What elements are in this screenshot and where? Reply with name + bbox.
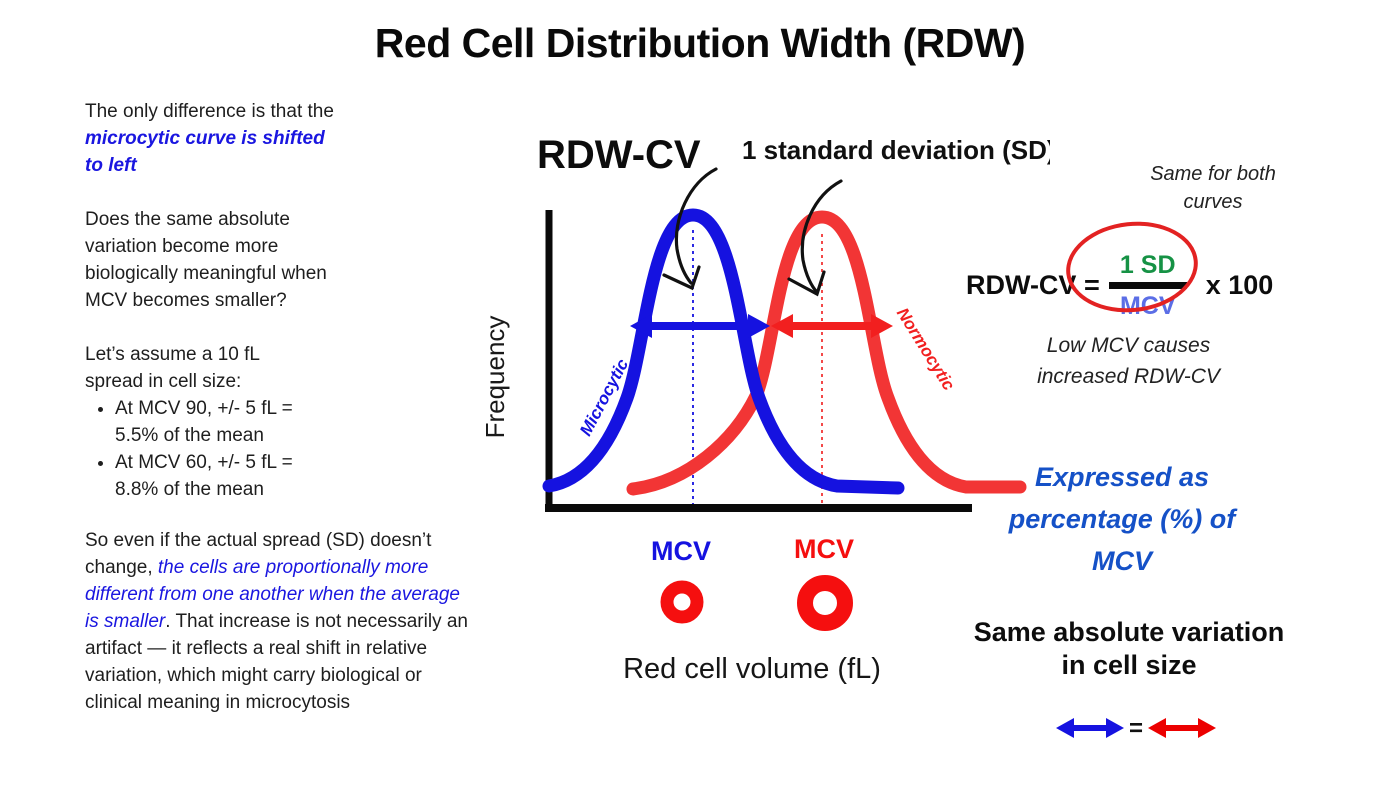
formula-lhs: RDW-CV = — [966, 270, 1100, 300]
conclusion-plain-1: So even if the actual spread (SD) doesn’… — [85, 530, 432, 578]
formula-fraction: 1 SD MCV — [1108, 250, 1188, 321]
bullet-mcv-90: At MCV 90, +/- 5 fL = 5.5% of the mean — [115, 395, 310, 449]
bullet-mcv-60: At MCV 60, +/- 5 fL = 8.8% of the mean — [115, 449, 310, 503]
microcytic-curve — [542, 208, 905, 495]
blue-arrow-icon — [1056, 718, 1124, 738]
slide-title: Red Cell Distribution Width (RDW) — [374, 20, 1026, 66]
normocytic-sd-arrow — [771, 314, 893, 338]
low-mcv-note: Low MCV causes increased RDW-CV — [1037, 334, 1220, 388]
x-axis-label: Red cell volume (fL) — [623, 653, 881, 685]
paragraph-question: Does the same absolute variation become … — [85, 209, 327, 311]
red-arrow-icon — [1148, 718, 1216, 738]
sd-pointer-arrow-left — [662, 167, 718, 291]
formula-multiplier: x 100 — [1205, 270, 1274, 300]
paragraph-difference-emphasis: microcytic curve is shifted to left — [85, 128, 325, 176]
assumption-intro: Let’s assume a 10 fL spread in cell size… — [85, 344, 260, 392]
same-for-both-note: Same for both curves — [1150, 163, 1276, 213]
normocytic-curve-label: Normocytic — [893, 304, 959, 394]
sd-annotation-label: 1 standard deviation (SD) — [742, 135, 1050, 165]
same-variation-note: Same absolute variation in cell size — [973, 617, 1285, 680]
rdw-cv-formula: RDW-CV = 1 SD MCV x 100 — [966, 250, 1273, 321]
paragraph-difference-plain: The only difference is that the — [85, 101, 334, 122]
paragraph-conclusion: So even if the actual spread (SD) doesn’… — [85, 527, 477, 716]
paragraph-difference: The only difference is that the microcyt… — [85, 98, 335, 179]
formula-numerator: 1 SD — [1119, 251, 1176, 279]
expressed-as-note: Expressed as percentage (%) of MCV — [1008, 462, 1236, 576]
normocytic-curve — [626, 210, 1027, 496]
fraction-bar-line — [1108, 282, 1187, 289]
chart-panel-title: RDW-CV — [537, 133, 701, 177]
equivalence-arrows: = — [1056, 715, 1216, 742]
conclusion-emphasis: the cells are proportionally more differ… — [85, 557, 460, 632]
mcv-label-microcytic: MCV — [651, 536, 711, 566]
formula-denominator: MCV — [1119, 292, 1176, 320]
normocytic-cell-icon — [797, 575, 853, 631]
paragraph-assumption: Let’s assume a 10 fL spread in cell size… — [85, 341, 345, 503]
microcytic-sd-arrow — [630, 314, 770, 338]
y-axis-label: Frequency — [480, 316, 510, 439]
sd-pointer-arrow-right — [787, 179, 843, 297]
equals-sign: = — [1129, 715, 1143, 742]
microcytic-cell-icon — [660, 580, 704, 624]
mcv-label-normocytic: MCV — [794, 534, 854, 564]
conclusion-plain-2: . That increase is not necessarily an ar… — [85, 611, 468, 713]
distribution-chart: RDW-CV 1 standard deviation (SD) Microcy… — [480, 133, 1050, 685]
assumption-bullet-list: At MCV 90, +/- 5 fL = 5.5% of the mean A… — [85, 395, 345, 503]
